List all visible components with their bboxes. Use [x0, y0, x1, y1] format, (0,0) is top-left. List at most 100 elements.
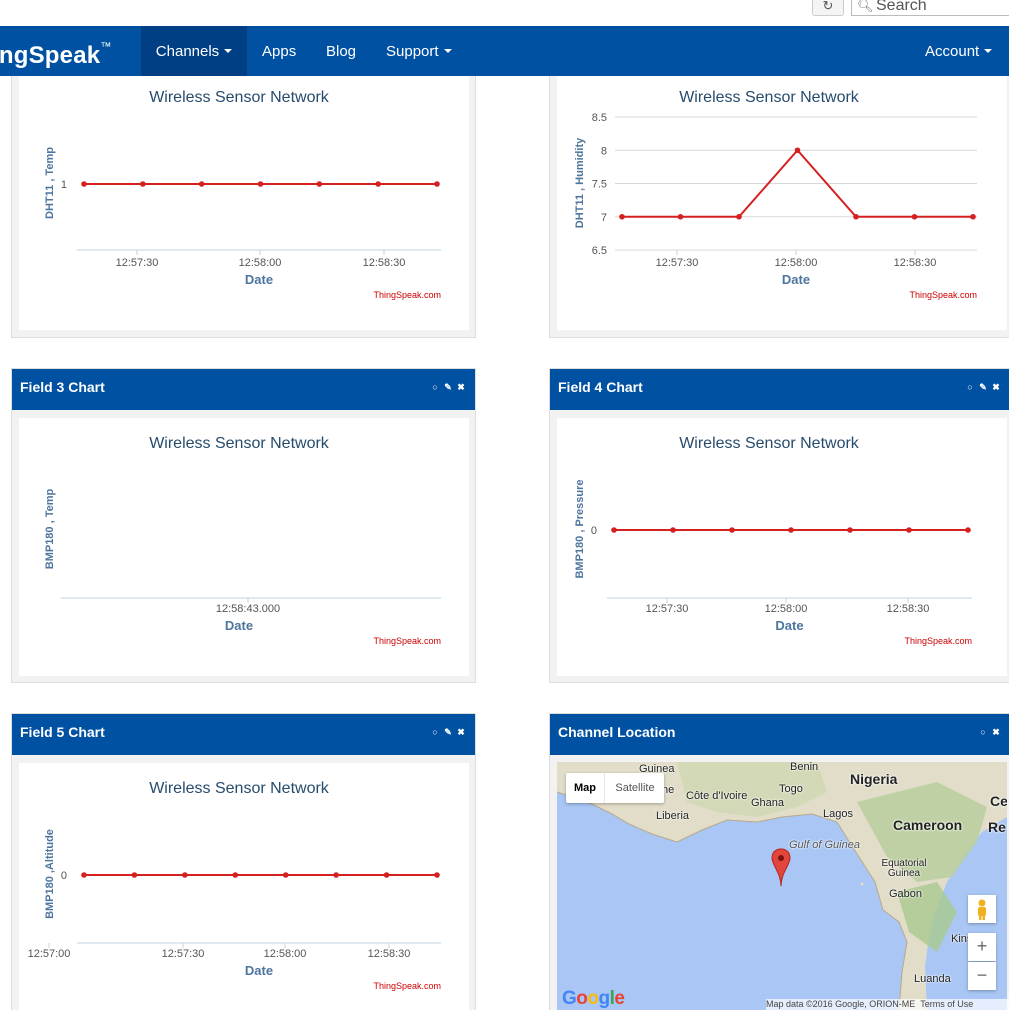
data-point	[794, 147, 801, 154]
pegman-icon[interactable]	[968, 895, 996, 923]
close-icon[interactable]: ✖	[992, 382, 1000, 392]
field3-chart: Wireless Sensor Network BMP180 , Temp 12:5…	[44, 435, 441, 646]
map-attribution: Map data ©2016 Google, ORION-ME Terms of…	[766, 999, 1009, 1010]
y-axis-label: BMP180 , Temp	[44, 488, 56, 569]
field1-chart-area: Wireless Sensor Network DHT11 , Temp 12:57…	[19, 76, 469, 330]
y-tick-label: 8	[601, 145, 607, 157]
chart-title: Wireless Sensor Network	[149, 89, 330, 106]
x-tick-label: 12:57:30	[162, 948, 205, 960]
map-label-luanda: Luanda	[914, 973, 951, 985]
pencil-icon[interactable]: ✎	[979, 382, 987, 392]
y-axis-label: BMP180 ,Altitude	[44, 829, 56, 919]
data-point	[383, 872, 390, 878]
location-map[interactable]: Guinea Benin Nigeria Côte d'Ivoire Togo …	[557, 762, 1007, 1010]
data-point	[257, 181, 264, 187]
x-tick-label: 12:58:00	[765, 603, 808, 615]
chart-title: Wireless Sensor Network	[679, 435, 860, 452]
map-label-togo: Togo	[779, 783, 803, 795]
field5-panel: Field 5 Chart ○ ✎ ✖ Wireless Sensor Netw…	[11, 713, 476, 1011]
data-point	[611, 527, 617, 533]
field2-chart: Wireless Sensor Network DHT11 , Humidity 1…	[574, 89, 977, 300]
search-placeholder: Search	[876, 0, 927, 14]
nav-blog[interactable]: Blog	[326, 26, 356, 76]
close-icon[interactable]: ✖	[457, 382, 465, 392]
map-label-cote-divoire: Côte d'Ivoire	[686, 790, 748, 802]
map-label-equatorial-guinea: Equatorial Guinea	[881, 858, 927, 879]
field4-chart-area: Wireless Sensor Network BMP180 , Pressure…	[557, 418, 1007, 676]
field3-chart-area: Wireless Sensor Network BMP180 , Temp 12:5…	[19, 418, 469, 676]
zoom-out-button[interactable]: −	[968, 962, 996, 990]
map-type-satellite-button[interactable]: Satellite	[604, 773, 665, 803]
x-axis-title: Date	[782, 272, 810, 287]
navbar: ingSpeak™ Channels Apps Blog Support Acc…	[0, 26, 1009, 76]
close-icon[interactable]: ✖	[457, 727, 465, 737]
chart-credit: ThingSpeak.com	[909, 290, 977, 300]
caret-down-icon	[984, 49, 993, 54]
y-axis-label: BMP180 , Pressure	[574, 479, 586, 578]
y-tick-label: 7.5	[592, 179, 607, 191]
data-point	[847, 527, 853, 533]
trademark-mark: ™	[100, 41, 112, 53]
pencil-icon[interactable]: ✎	[444, 382, 452, 392]
map-label-benin: Benin	[790, 762, 819, 773]
data-point	[198, 181, 205, 187]
chart-credit: ThingSpeak.com	[373, 290, 441, 300]
map-label-guinea: Guinea	[639, 763, 675, 775]
comment-icon[interactable]: ○	[432, 382, 438, 392]
data-point	[911, 213, 918, 220]
y-tick-label: 7	[601, 212, 607, 224]
search-input[interactable]: 🔍︎ Search	[851, 0, 1009, 16]
brand-logo[interactable]: ingSpeak™	[0, 26, 112, 76]
data-point	[434, 872, 440, 878]
search-icon: 🔍︎	[857, 0, 874, 13]
data-point	[316, 181, 323, 187]
pencil-icon[interactable]: ✎	[444, 727, 452, 737]
nav-apps[interactable]: Apps	[262, 26, 296, 76]
comment-icon[interactable]: ○	[980, 727, 986, 737]
map-marker-icon[interactable]	[771, 848, 791, 888]
field1-chart: Wireless Sensor Network DHT11 , Temp 12:57…	[44, 89, 441, 300]
data-point	[81, 181, 87, 187]
map-label-gulf-of-guinea: Gulf of Guinea	[789, 839, 860, 851]
y-tick-label: 0	[591, 525, 597, 537]
data-point	[81, 872, 87, 878]
x-tick-label: 12:58:30	[363, 257, 406, 269]
comment-icon[interactable]: ○	[967, 382, 973, 392]
field1-panel: Wireless Sensor Network DHT11 , Temp 12:57…	[11, 76, 476, 338]
y-tick-label: 1	[61, 179, 67, 191]
nav-channels-label: Channels	[155, 43, 220, 60]
map-type-map-button[interactable]: Map	[574, 782, 596, 794]
field5-chart-area: Wireless Sensor Network BMP180 ,Altitude 1…	[19, 763, 469, 1011]
caret-down-icon	[443, 49, 452, 54]
data-point	[232, 872, 239, 878]
map-terrain	[557, 762, 1007, 1010]
data-point	[906, 527, 912, 533]
chart-title: Wireless Sensor Network	[679, 89, 860, 106]
data-point	[182, 872, 188, 878]
brand-text: ingSpeak	[0, 42, 101, 69]
x-axis-title: Date	[225, 618, 253, 633]
x-tick-label: 12:58:00	[775, 257, 818, 269]
field2-chart-area: Wireless Sensor Network DHT11 , Humidity 1…	[557, 76, 1007, 330]
map-data-attribution: Map data ©2016 Google, ORION-ME	[766, 999, 916, 1009]
reload-icon[interactable]: ↻	[812, 0, 844, 16]
terms-of-use-link[interactable]: Terms of Use	[920, 999, 974, 1009]
map-type-control: Map Satellite	[566, 773, 664, 803]
zoom-in-button[interactable]: +	[968, 933, 996, 961]
data-point	[670, 527, 676, 533]
nav-channels[interactable]: Channels	[141, 26, 247, 76]
nav-account[interactable]: Account	[925, 26, 993, 76]
chart-credit: ThingSpeak.com	[373, 636, 441, 646]
data-point	[131, 872, 138, 878]
x-tick-label: 12:58:00	[264, 948, 307, 960]
x-axis-title: Date	[775, 618, 803, 633]
y-tick-label: 6.5	[592, 245, 607, 257]
nav-support[interactable]: Support	[386, 26, 452, 76]
x-axis-title: Date	[245, 963, 273, 978]
close-icon[interactable]: ✖	[992, 727, 1000, 737]
comment-icon[interactable]: ○	[432, 727, 438, 737]
y-axis-label: DHT11 , Humidity	[574, 137, 586, 228]
x-tick-label: 12:58:43.000	[216, 603, 280, 615]
chart-title: Wireless Sensor Network	[149, 780, 330, 797]
x-tick-label: 12:58:30	[368, 948, 411, 960]
